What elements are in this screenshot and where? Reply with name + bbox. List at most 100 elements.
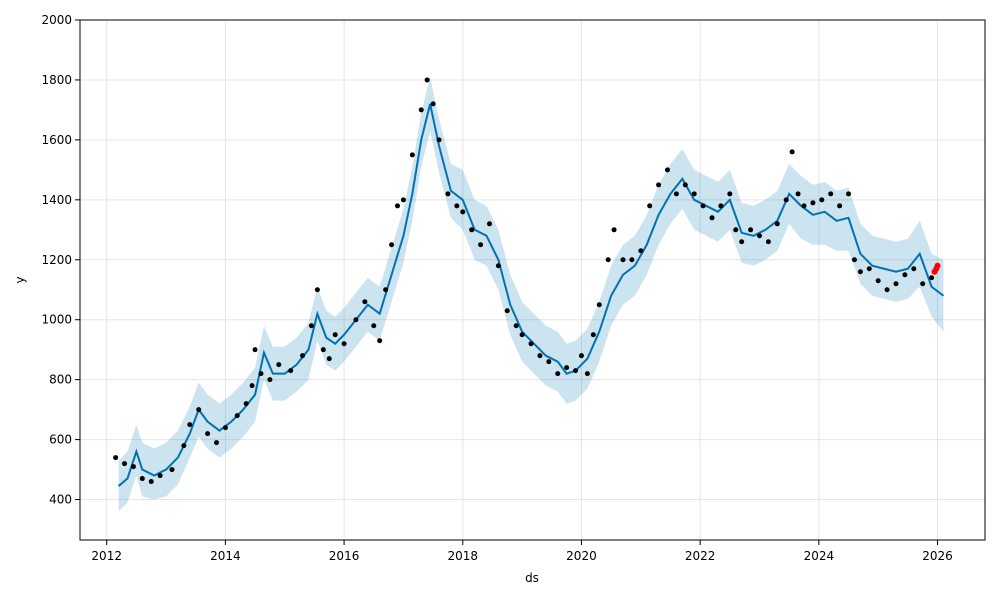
observed-point — [234, 413, 240, 419]
y-tick-label: 2000 — [41, 13, 72, 27]
y-axis-label: y — [13, 276, 27, 283]
observed-point — [169, 467, 175, 473]
observed-point — [596, 302, 602, 308]
observed-point — [139, 476, 145, 482]
observed-point — [795, 191, 801, 197]
observed-point — [647, 203, 653, 209]
observed-point — [460, 209, 466, 215]
observed-point — [267, 377, 273, 383]
observed-point — [665, 167, 671, 173]
x-axis-ticks: 2012 2014 2016 2018 2020 2022 2024 2026 — [91, 540, 953, 563]
observed-point — [148, 479, 154, 485]
observed-point — [638, 248, 644, 254]
observed-point — [691, 191, 697, 197]
observed-point — [486, 221, 492, 227]
observed-point — [409, 152, 415, 158]
observed-point — [519, 332, 525, 338]
y-tick-label: 1200 — [41, 253, 72, 267]
observed-point — [243, 401, 249, 407]
observed-point — [300, 353, 306, 359]
observed-point — [326, 356, 332, 362]
recent-points-group — [931, 262, 941, 275]
observed-point — [308, 323, 314, 329]
observed-point — [187, 422, 193, 428]
observed-point — [578, 353, 584, 359]
observed-point — [884, 287, 890, 293]
y-tick-label: 1800 — [41, 73, 72, 87]
y-tick-label: 1600 — [41, 133, 72, 147]
x-tick-label: 2016 — [329, 549, 360, 563]
observed-point — [424, 77, 430, 83]
observed-point — [748, 227, 754, 233]
observed-point — [851, 257, 857, 263]
plot-frame — [79, 19, 986, 541]
observed-point — [920, 281, 926, 287]
y-axis-ticks: 400 600 800 1000 1200 1400 1600 1800 2000 — [41, 13, 80, 507]
observed-point — [528, 341, 534, 347]
observed-point — [504, 308, 510, 314]
observed-point — [418, 107, 424, 113]
observed-point — [857, 269, 863, 275]
observed-point — [332, 332, 338, 338]
observed-point — [893, 281, 899, 287]
observed-point — [801, 203, 807, 209]
observed-point — [288, 368, 294, 374]
observed-point — [181, 443, 187, 449]
observed-point — [656, 182, 662, 188]
observed-point — [929, 275, 935, 281]
observed-point — [573, 368, 579, 374]
observed-point — [196, 407, 202, 413]
y-tick-label: 800 — [49, 373, 72, 387]
observed-point — [205, 431, 211, 437]
observed-point — [911, 266, 917, 272]
observed-point — [837, 203, 843, 209]
observed-point — [682, 182, 688, 188]
x-tick-label: 2014 — [210, 549, 241, 563]
observed-point — [394, 203, 400, 209]
observed-point — [783, 197, 789, 203]
y-tick-label: 1400 — [41, 193, 72, 207]
observed-point — [436, 137, 442, 143]
plot-background — [80, 20, 985, 540]
observed-point — [383, 287, 389, 293]
observed-point — [605, 257, 611, 263]
observed-point — [673, 191, 679, 197]
observed-point — [789, 149, 795, 155]
observed-point — [733, 227, 739, 233]
observed-point — [400, 197, 406, 203]
observed-point — [454, 203, 460, 209]
observed-point — [590, 332, 596, 338]
observed-point — [555, 371, 561, 377]
observed-points-group — [113, 77, 935, 485]
observed-point — [371, 323, 377, 329]
observed-point — [709, 215, 715, 221]
observed-point — [774, 221, 780, 227]
y-tick-label: 600 — [49, 433, 72, 447]
x-tick-label: 2012 — [91, 549, 122, 563]
observed-point — [718, 203, 724, 209]
observed-point — [902, 272, 908, 278]
observed-point — [756, 233, 762, 239]
observed-point — [546, 359, 552, 365]
observed-point — [846, 191, 852, 197]
observed-point — [564, 365, 570, 371]
observed-point — [478, 242, 484, 248]
y-tick-label: 400 — [49, 493, 72, 507]
x-tick-label: 2026 — [922, 549, 953, 563]
observed-point — [320, 347, 326, 353]
observed-point — [727, 191, 733, 197]
observed-point — [130, 464, 136, 470]
observed-point — [700, 203, 706, 209]
observed-point — [314, 287, 320, 293]
observed-point — [222, 425, 228, 431]
observed-point — [276, 362, 282, 368]
observed-point — [362, 299, 368, 305]
observed-point — [828, 191, 834, 197]
observed-point — [611, 227, 617, 233]
observed-point — [430, 101, 436, 107]
observed-point — [258, 371, 264, 377]
x-tick-label: 2022 — [685, 549, 716, 563]
observed-point — [584, 371, 590, 377]
